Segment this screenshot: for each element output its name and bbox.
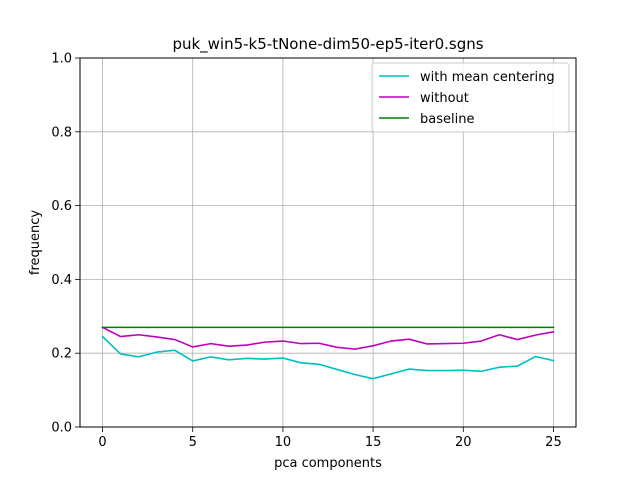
x-tick-label: 15 bbox=[365, 435, 382, 450]
legend-label: without bbox=[420, 91, 469, 106]
legend: with mean centering without baseline bbox=[371, 62, 570, 133]
x-tick-label: 10 bbox=[275, 435, 292, 450]
y-tick-label: 0.4 bbox=[51, 273, 72, 288]
axis-ticks: 0 5 10 15 20 25 0.0 0.2 0.4 0.6 0.8 1.0 bbox=[51, 52, 561, 451]
x-tick-label: 0 bbox=[98, 435, 106, 450]
y-tick-label: 0.8 bbox=[51, 125, 72, 140]
series-line-2 bbox=[101, 326, 555, 350]
x-tick-label: 25 bbox=[545, 435, 562, 450]
plot-frame bbox=[79, 57, 577, 428]
legend-box bbox=[371, 62, 570, 133]
y-tick-label: 0.0 bbox=[51, 421, 72, 436]
y-axis-label: frequency bbox=[28, 210, 43, 276]
x-tick-label: 20 bbox=[455, 435, 472, 450]
legend-label: with mean centering bbox=[420, 70, 555, 85]
y-tick-label: 1.0 bbox=[51, 52, 72, 67]
x-tick-label: 5 bbox=[189, 435, 197, 450]
y-tick-label: 0.2 bbox=[51, 347, 72, 362]
series-line-1 bbox=[101, 335, 555, 380]
y-tick-label: 0.6 bbox=[51, 199, 72, 214]
series-lines bbox=[101, 326, 555, 380]
legend-label: baseline bbox=[420, 112, 474, 127]
chart-title: puk_win5-k5-tNone-dim50-ep5-iter0.sgns bbox=[172, 35, 483, 54]
x-axis-label: pca components bbox=[274, 456, 382, 471]
